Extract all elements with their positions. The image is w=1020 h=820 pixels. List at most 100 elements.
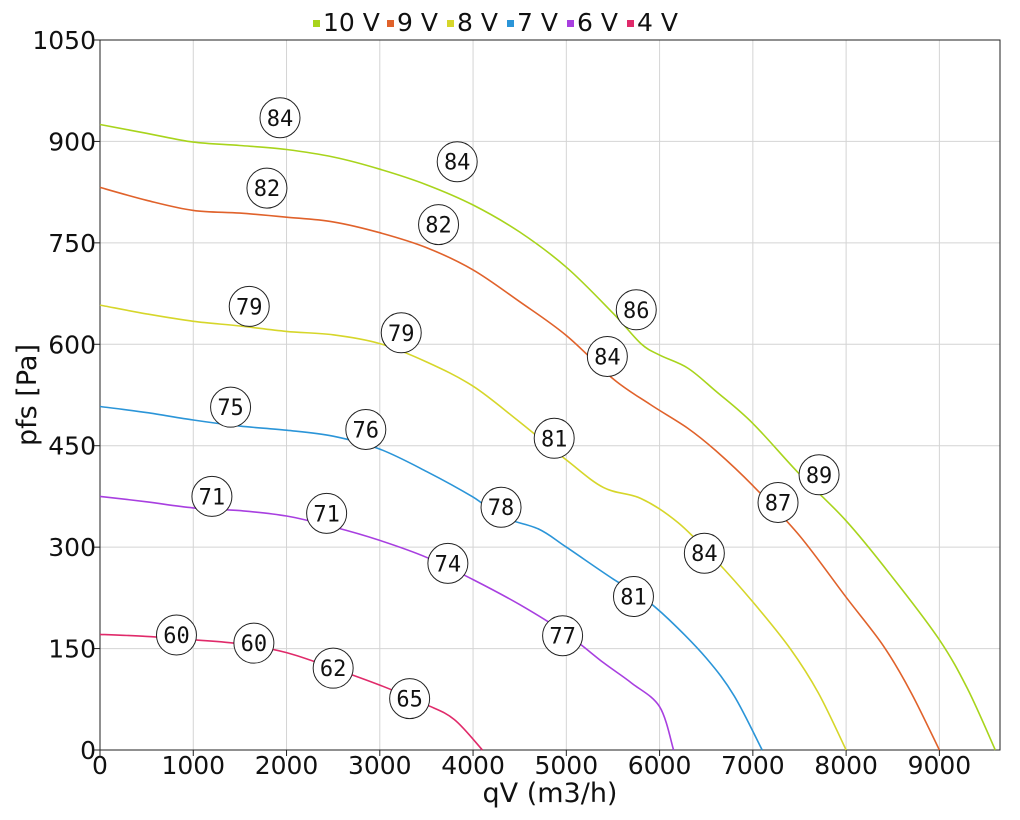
efficiency-label-13: 76	[345, 408, 387, 450]
efficiency-label-3: 89	[798, 454, 840, 496]
legend-swatch	[507, 20, 514, 27]
efficiency-label-8: 79	[228, 285, 270, 327]
x-axis-title: qV (m3/h)	[483, 778, 618, 809]
y-axis-title: pfs [Pa]	[12, 344, 43, 446]
efficiency-label-text: 87	[765, 492, 792, 517]
series-line-3	[99, 405, 763, 751]
efficiency-label-10: 81	[533, 417, 575, 459]
efficiency-label-0: 84	[259, 97, 301, 139]
efficiency-label-circle	[312, 647, 354, 689]
legend-swatch	[387, 20, 394, 27]
efficiency-label-text: 60	[163, 624, 190, 649]
efficiency-label-6: 84	[586, 335, 628, 377]
efficiency-label-18: 74	[427, 542, 469, 584]
efficiency-label-circle	[436, 141, 478, 183]
efficiency-label-text: 81	[620, 586, 647, 611]
x-tick-label-7: 7000	[721, 751, 785, 780]
efficiency-label-circle	[542, 615, 584, 657]
efficiency-label-text: 86	[623, 299, 650, 324]
efficiency-label-22: 62	[312, 647, 354, 689]
efficiency-label-text: 77	[549, 625, 576, 650]
efficiency-label-text: 82	[254, 177, 281, 202]
y-axis-ticks: 0 150 300 450 600 750 900 1050	[32, 26, 100, 765]
y-tick-label-5: 750	[48, 229, 96, 258]
efficiency-label-21: 60	[233, 622, 275, 664]
legend-label: 7 V	[517, 8, 558, 37]
efficiency-label-text: 84	[267, 107, 294, 132]
legend-swatch	[567, 20, 574, 27]
efficiency-label-circle	[586, 335, 628, 377]
legend-item-3: 7 V	[507, 8, 558, 37]
series-line-2	[99, 304, 847, 751]
plot-frame	[99, 39, 1001, 751]
efficiency-label-circle	[306, 492, 348, 534]
efficiency-label-circle	[380, 312, 422, 354]
efficiency-label-2: 86	[615, 289, 657, 331]
legend-label: 4 V	[637, 8, 678, 37]
efficiency-annotations: 8484868982828487797981847576788171717477…	[155, 97, 840, 720]
x-tick-label-5: 5000	[535, 751, 599, 780]
efficiency-label-circle	[798, 454, 840, 496]
efficiency-label-circle	[757, 482, 799, 524]
efficiency-label-circle	[533, 417, 575, 459]
legend-swatch	[627, 20, 634, 27]
efficiency-label-7: 87	[757, 482, 799, 524]
efficiency-label-circle	[418, 204, 460, 246]
efficiency-label-text: 65	[396, 688, 423, 713]
legend-label: 6 V	[577, 8, 618, 37]
efficiency-label-text: 89	[806, 464, 833, 489]
legend-item-2: 8 V	[447, 8, 498, 37]
legend-item-1: 9 V	[387, 8, 438, 37]
y-tick-label-7: 1050	[32, 26, 96, 55]
y-tick-label-3: 450	[48, 432, 96, 461]
y-tick-label-1: 150	[48, 635, 96, 664]
x-tick-label-4: 4000	[441, 751, 505, 780]
x-axis-ticks: 0 1000 2000 3000 4000 5000 6000 7000 8000 9000	[92, 750, 971, 780]
efficiency-label-circle	[155, 614, 197, 656]
x-tick-label-9: 9000	[908, 751, 972, 780]
efficiency-label-circle	[683, 532, 725, 574]
efficiency-label-5: 82	[418, 204, 460, 246]
efficiency-label-text: 71	[313, 502, 340, 527]
efficiency-label-circle	[228, 285, 270, 327]
y-tick-label-2: 300	[48, 533, 96, 562]
efficiency-label-circle	[233, 622, 275, 664]
legend-item-5: 4 V	[627, 8, 678, 37]
efficiency-label-text: 71	[199, 485, 226, 510]
efficiency-label-text: 79	[388, 322, 415, 347]
efficiency-label-4: 82	[246, 167, 288, 209]
efficiency-label-circle	[246, 167, 288, 209]
efficiency-label-text: 84	[594, 345, 621, 370]
efficiency-label-text: 76	[353, 418, 380, 443]
series-line-1	[99, 186, 941, 751]
legend-label: 10 V	[323, 8, 380, 37]
efficiency-label-text: 84	[444, 151, 471, 176]
efficiency-label-19: 77	[542, 615, 584, 657]
efficiency-label-text: 62	[320, 657, 347, 682]
x-tick-label-6: 6000	[628, 751, 692, 780]
x-tick-label-0: 0	[92, 751, 108, 780]
x-tick-label-3: 3000	[348, 751, 412, 780]
efficiency-label-16: 71	[191, 475, 233, 517]
efficiency-label-9: 79	[380, 312, 422, 354]
y-tick-label-0: 0	[80, 736, 96, 765]
efficiency-label-17: 71	[306, 492, 348, 534]
efficiency-label-circle	[612, 576, 654, 618]
efficiency-label-text: 82	[425, 214, 452, 239]
efficiency-label-12: 75	[210, 386, 252, 428]
efficiency-label-text: 75	[217, 396, 244, 421]
x-tick-label-8: 8000	[814, 751, 878, 780]
legend-label: 9 V	[397, 8, 438, 37]
efficiency-label-circle	[210, 386, 252, 428]
efficiency-label-circle	[345, 408, 387, 450]
legend-swatch	[447, 20, 454, 27]
efficiency-label-text: 74	[435, 552, 462, 577]
efficiency-label-20: 60	[155, 614, 197, 656]
y-tick-label-6: 900	[48, 127, 96, 156]
efficiency-label-14: 78	[480, 486, 522, 528]
legend-swatch	[313, 20, 320, 27]
y-tick-label-4: 600	[48, 330, 96, 359]
efficiency-label-text: 60	[241, 632, 268, 657]
efficiency-label-23: 65	[389, 678, 431, 720]
